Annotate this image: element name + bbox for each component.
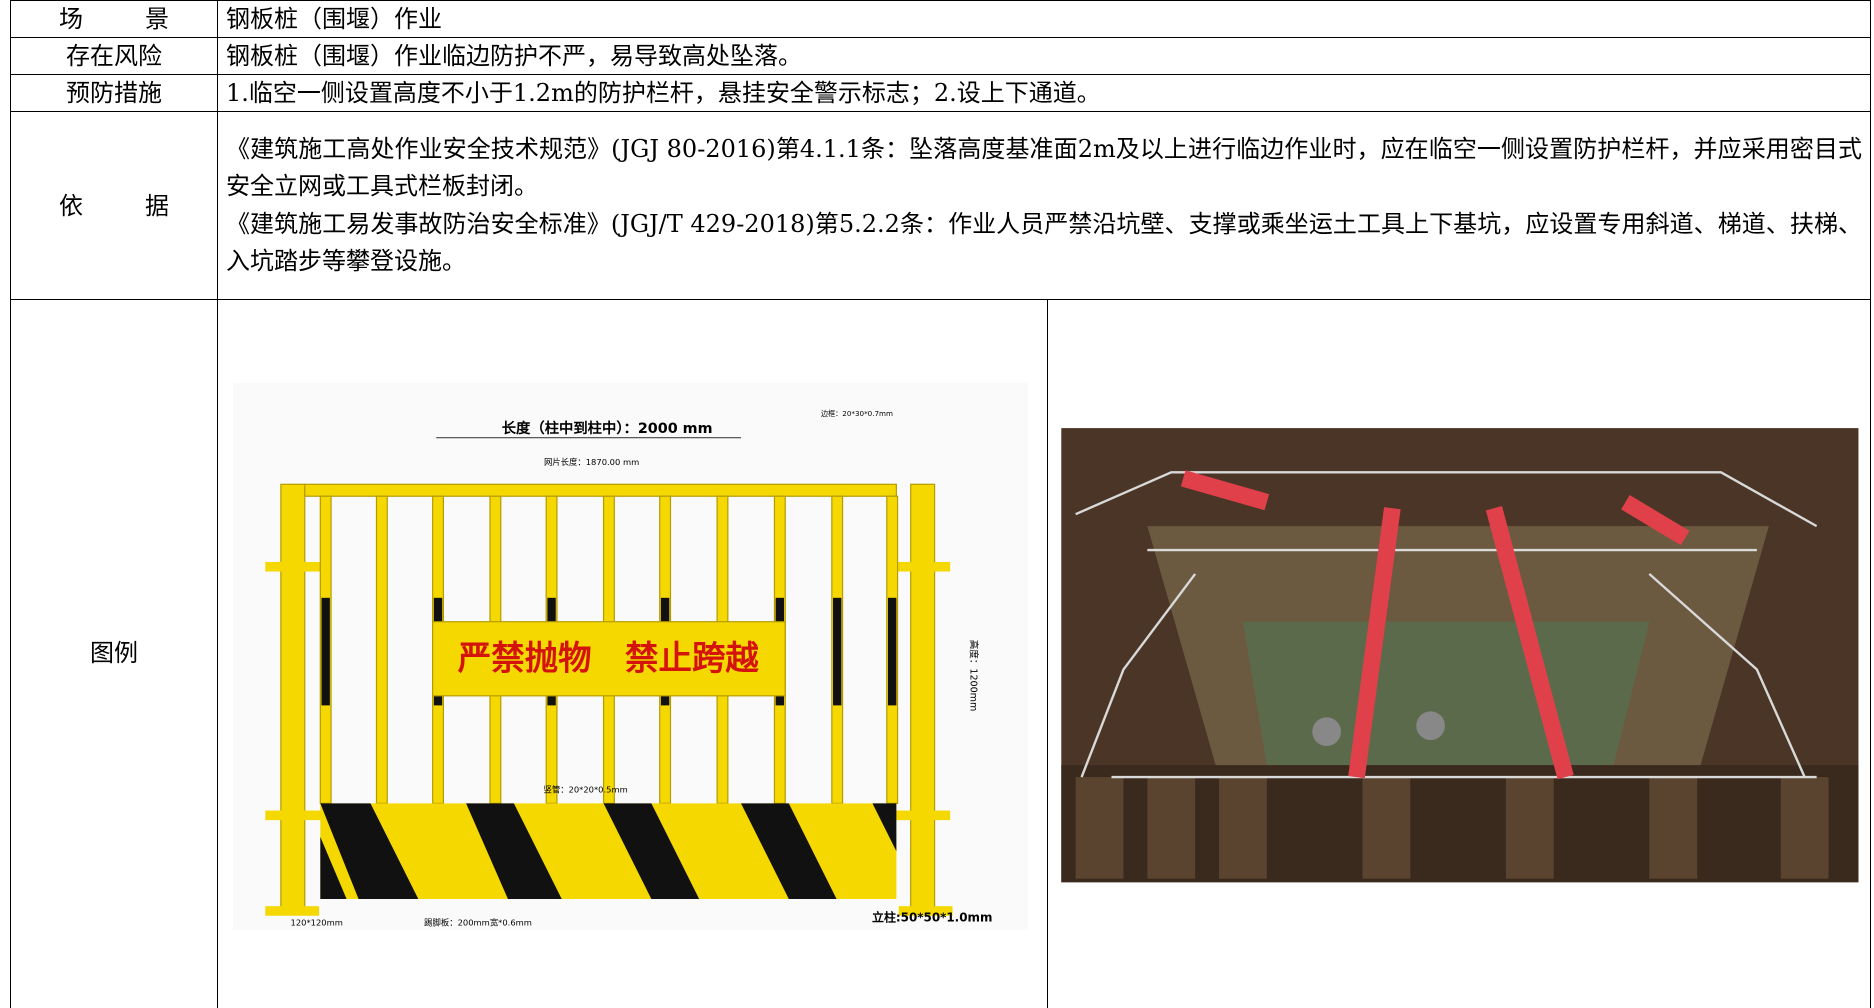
row-content: 《建筑施工高处作业安全技术规范》(JGJ 80-2016)第4.1.1条：坠落高… xyxy=(217,111,1871,300)
paragraph: 《建筑施工易发事故防治安全标准》(JGJ/T 429-2018)第5.2.2条：… xyxy=(226,209,1862,276)
row-label: 图例 xyxy=(10,299,218,1008)
row-label: 存在风险 xyxy=(10,37,218,75)
fence-image: 严禁抛物 禁止跨越 长度（柱中到柱中）：2000 mm 网片长度：1870.00… xyxy=(233,382,1028,931)
paragraph: 《建筑施工高处作业安全技术规范》(JGJ 80-2016)第4.1.1条：坠落高… xyxy=(226,134,1862,201)
label: 场景 xyxy=(59,5,169,33)
fence-label: 120*120mm xyxy=(291,917,343,927)
row-content: 1.临空一侧设置高度不小于1.2m的防护栏杆，悬挂安全警示标志；2.设上下通道。 xyxy=(217,74,1871,112)
row-content: 钢板桩（围堰）作业 xyxy=(217,0,1871,38)
fence-label: 踢脚板：200mm宽*0.6mm xyxy=(424,917,532,927)
fence-label: 竖管：20*20*0.5mm xyxy=(543,785,627,795)
bar-stripe xyxy=(321,597,330,706)
bar-stripe xyxy=(887,597,897,706)
fence-label: 长度（柱中到柱中）：2000 mm xyxy=(502,419,713,437)
fence-label: 网片长度：1870.00 mm xyxy=(544,457,639,467)
row-label: 场景 xyxy=(10,0,218,38)
site-photo xyxy=(1061,428,1859,883)
fence-label: 边框：20*30*0.7mm xyxy=(821,409,893,418)
bar-stripe xyxy=(833,597,842,706)
label: 依据 xyxy=(59,191,169,220)
fence-label: 高度：1200mm xyxy=(967,640,979,712)
sign-text: 严禁抛物 禁止跨越 xyxy=(458,639,760,678)
fence-label: 立柱:50*50*1.0mm xyxy=(872,910,992,925)
fence-bar xyxy=(375,495,388,804)
